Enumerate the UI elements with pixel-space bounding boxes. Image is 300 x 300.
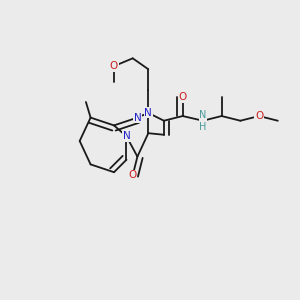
- Text: O: O: [255, 111, 263, 121]
- Text: N: N: [134, 112, 141, 123]
- Text: N
H: N H: [199, 110, 207, 131]
- Text: O: O: [178, 92, 187, 102]
- Text: O: O: [129, 170, 137, 180]
- Text: N: N: [144, 108, 152, 118]
- Text: O: O: [110, 61, 118, 71]
- Text: N: N: [123, 131, 130, 141]
